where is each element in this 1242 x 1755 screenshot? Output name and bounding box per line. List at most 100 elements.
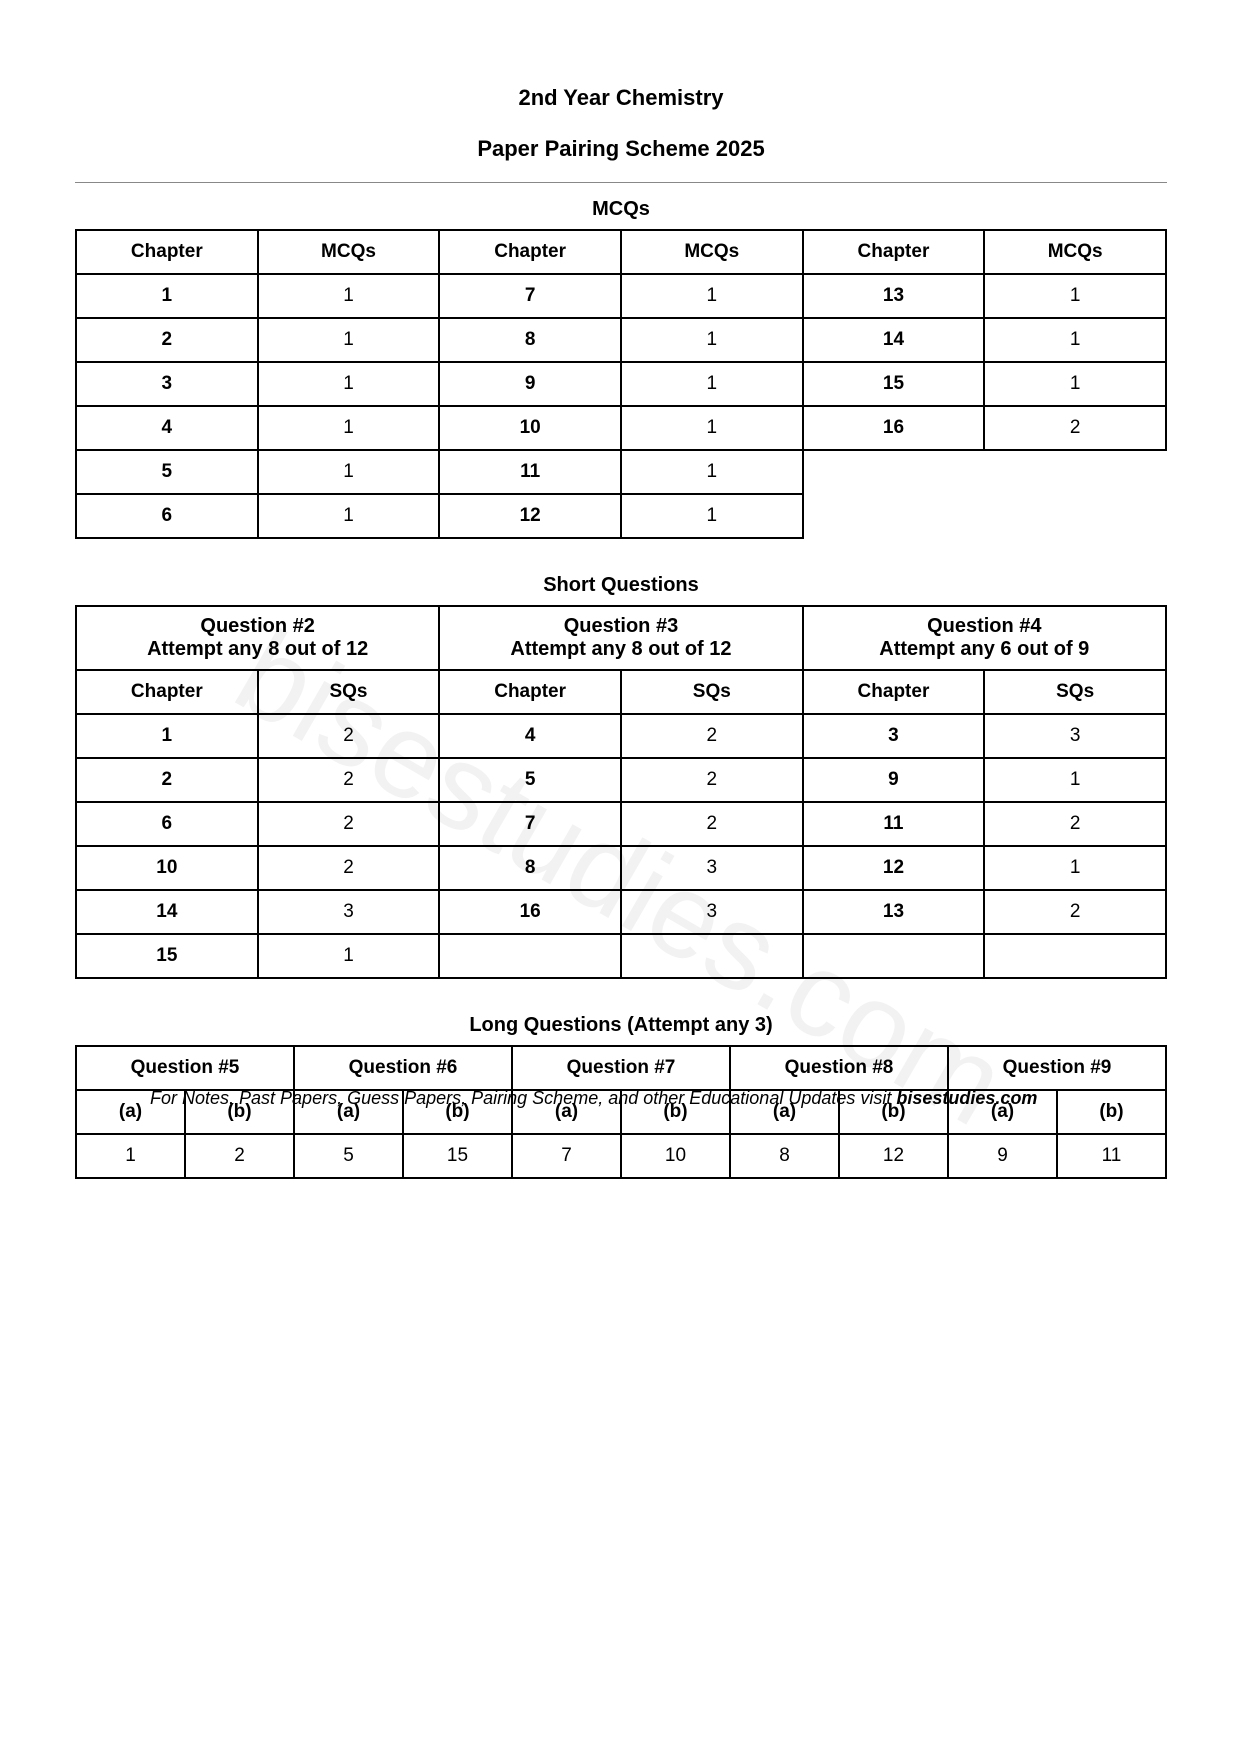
cell: [439, 934, 621, 978]
table-row: 4 1 10 1 16 2: [76, 406, 1166, 450]
cell: 2: [258, 758, 440, 802]
cell: 2: [621, 802, 803, 846]
sq-q2-title: Question #2: [81, 615, 434, 638]
lq-q5: Question #5: [76, 1046, 294, 1090]
cell: 1: [76, 1134, 185, 1178]
lq-q8: Question #8: [730, 1046, 948, 1090]
cell: 10: [621, 1134, 730, 1178]
cell: 3: [621, 890, 803, 934]
cell: 7: [439, 274, 621, 318]
cell: [984, 934, 1166, 978]
cell: 1: [76, 714, 258, 758]
cell: 1: [984, 362, 1166, 406]
cell: 2: [185, 1134, 294, 1178]
sq-q2-header: Question #2 Attempt any 8 out of 12: [76, 606, 439, 670]
cell: 8: [730, 1134, 839, 1178]
empty-cell: [803, 450, 985, 494]
cell: 3: [76, 362, 258, 406]
mcqs-title: MCQs: [75, 198, 1167, 221]
cell: 2: [76, 758, 258, 802]
cell: 1: [984, 846, 1166, 890]
cell: 12: [803, 846, 985, 890]
cell: 15: [403, 1134, 512, 1178]
page-title: 2nd Year Chemistry: [75, 85, 1167, 111]
lq-q7: Question #7: [512, 1046, 730, 1090]
cell: 9: [803, 758, 985, 802]
sq-col-chapter: Chapter: [76, 670, 258, 714]
sq-q4-attempt: Attempt any 6 out of 9: [808, 638, 1161, 661]
cell: 7: [512, 1134, 621, 1178]
cell: 4: [76, 406, 258, 450]
table-row: 1 2 5 15 7 10 8 12 9 11: [76, 1134, 1166, 1178]
empty-cell: [984, 494, 1166, 538]
cell: 16: [439, 890, 621, 934]
cell: 13: [803, 890, 985, 934]
lq-q9: Question #9: [948, 1046, 1166, 1090]
table-row: 15 1: [76, 934, 1166, 978]
cell: 11: [803, 802, 985, 846]
sq-q3-title: Question #3: [444, 615, 797, 638]
cell: 6: [76, 802, 258, 846]
cell: 2: [984, 890, 1166, 934]
cell: 2: [258, 714, 440, 758]
sq-col-sqs: SQs: [621, 670, 803, 714]
cell: 1: [621, 406, 803, 450]
mcqs-col-mcqs: MCQs: [621, 230, 803, 274]
cell: 2: [258, 802, 440, 846]
table-row: 3 1 9 1 15 1: [76, 362, 1166, 406]
cell: 2: [984, 802, 1166, 846]
cell: 3: [258, 890, 440, 934]
cell: 14: [76, 890, 258, 934]
cell: 7: [439, 802, 621, 846]
cell: 10: [439, 406, 621, 450]
table-row: 10 2 8 3 12 1: [76, 846, 1166, 890]
cell: 11: [1057, 1134, 1166, 1178]
footer-site: bisestudies.com: [896, 1088, 1037, 1108]
cell: 15: [76, 934, 258, 978]
cell: 1: [258, 450, 440, 494]
cell: 13: [803, 274, 985, 318]
cell: 1: [76, 274, 258, 318]
lq-part-b: (b): [1057, 1090, 1166, 1134]
cell: 3: [984, 714, 1166, 758]
table-row: 1 1 7 1 13 1: [76, 274, 1166, 318]
table-row: 2 2 5 2 9 1: [76, 758, 1166, 802]
sq-col-chapter: Chapter: [439, 670, 621, 714]
cell: 12: [839, 1134, 948, 1178]
table-row: 6 1 12 1: [76, 494, 1166, 538]
cell: [803, 934, 985, 978]
cell: 9: [948, 1134, 1057, 1178]
cell: 8: [439, 846, 621, 890]
sq-col-sqs: SQs: [984, 670, 1166, 714]
footer-text: For Notes, Past Papers, Guess Papers, Pa…: [150, 1088, 896, 1108]
cell: 3: [621, 846, 803, 890]
cell: 1: [984, 318, 1166, 362]
cell: 16: [803, 406, 985, 450]
empty-cell: [803, 494, 985, 538]
cell: 14: [803, 318, 985, 362]
cell: 2: [984, 406, 1166, 450]
cell: 2: [621, 758, 803, 802]
lq-q6: Question #6: [294, 1046, 512, 1090]
cell: 1: [258, 934, 440, 978]
cell: 5: [76, 450, 258, 494]
cell: 9: [439, 362, 621, 406]
mcqs-col-chapter: Chapter: [439, 230, 621, 274]
sq-q3-attempt: Attempt any 8 out of 12: [444, 638, 797, 661]
sq-q3-header: Question #3 Attempt any 8 out of 12: [439, 606, 802, 670]
header-divider: [75, 182, 1167, 183]
mcqs-table: Chapter MCQs Chapter MCQs Chapter MCQs 1…: [75, 229, 1167, 539]
cell: 4: [439, 714, 621, 758]
short-questions-table: Question #2 Attempt any 8 out of 12 Ques…: [75, 605, 1167, 979]
table-row: 6 2 7 2 11 2: [76, 802, 1166, 846]
table-row: 2 1 8 1 14 1: [76, 318, 1166, 362]
cell: 1: [258, 406, 440, 450]
cell: 15: [803, 362, 985, 406]
sq-col-sqs: SQs: [258, 670, 440, 714]
cell: 10: [76, 846, 258, 890]
lq-title: Long Questions (Attempt any 3): [75, 1014, 1167, 1037]
table-row: 1 2 4 2 3 3: [76, 714, 1166, 758]
cell: 1: [984, 274, 1166, 318]
table-row: 14 3 16 3 13 2: [76, 890, 1166, 934]
empty-cell: [984, 450, 1166, 494]
